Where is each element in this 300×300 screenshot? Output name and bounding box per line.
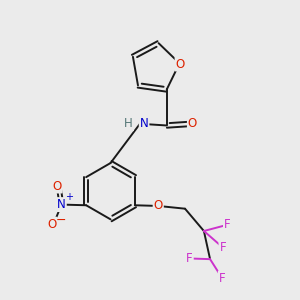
- Text: N: N: [57, 198, 66, 211]
- Text: −: −: [56, 214, 67, 227]
- Text: F: F: [220, 241, 226, 254]
- Text: O: O: [47, 218, 57, 231]
- Text: O: O: [52, 179, 62, 193]
- Text: O: O: [176, 58, 185, 70]
- Text: +: +: [65, 192, 73, 202]
- Text: N: N: [140, 117, 148, 130]
- Text: H: H: [124, 117, 133, 130]
- Text: F: F: [219, 272, 225, 284]
- Text: O: O: [188, 117, 197, 130]
- Text: O: O: [154, 200, 163, 212]
- Text: F: F: [224, 218, 230, 231]
- Text: F: F: [186, 252, 193, 265]
